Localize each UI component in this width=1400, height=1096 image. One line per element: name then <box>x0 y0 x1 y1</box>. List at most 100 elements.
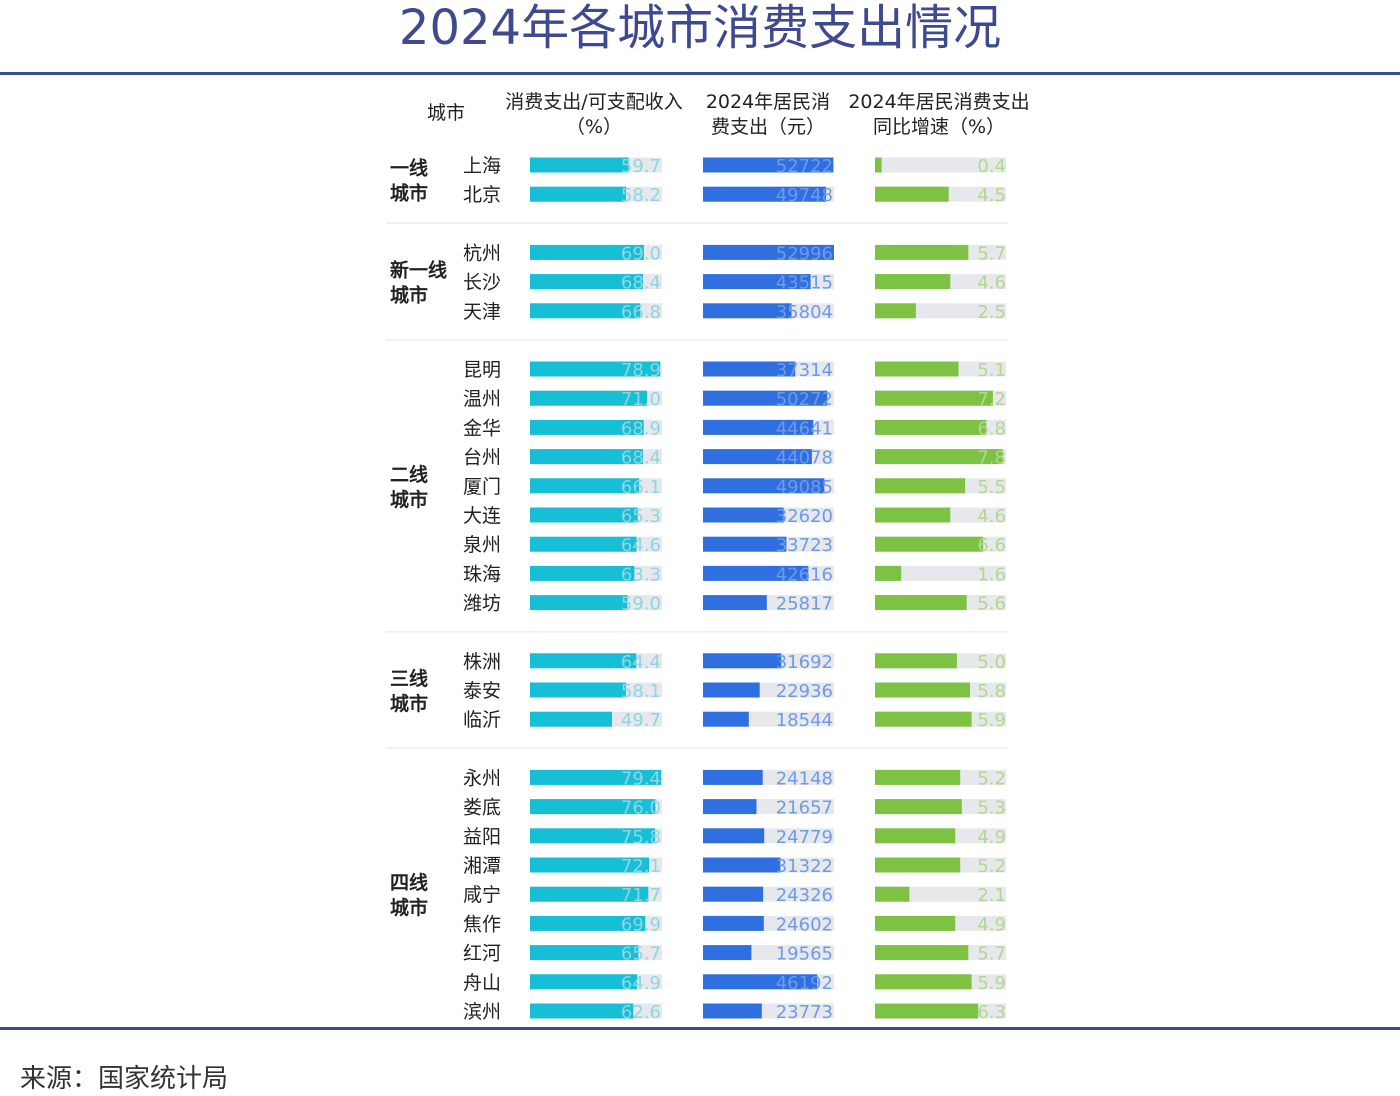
header-spending: 2024年居民消费支出（元） <box>698 90 838 140</box>
ratio-bar <box>530 945 639 961</box>
city-label: 大连 <box>463 505 501 527</box>
spending-bar <box>703 565 809 581</box>
spending-value-label: 22936 <box>776 681 833 702</box>
growth-value-label: 5.7 <box>977 243 1006 264</box>
tier-label: 四线城市 <box>390 871 428 919</box>
page-title: 2024年各城市消费支出情况 <box>398 0 1002 56</box>
spending-bar <box>703 303 792 319</box>
tier-label: 二线城市 <box>390 463 428 511</box>
spending-bar <box>703 244 834 260</box>
growth-bar <box>875 536 984 552</box>
city-label: 上海 <box>463 155 501 177</box>
spending-value-label: 44641 <box>776 418 833 439</box>
spending-bar <box>703 419 814 435</box>
header-spending-text: 2024年居民消费支出（元） <box>705 91 831 138</box>
spending-value-label: 44078 <box>776 448 833 469</box>
growth-value-label: 5.6 <box>977 594 1006 615</box>
spending-bar <box>703 945 752 961</box>
ratio-value-label: 76.0 <box>621 798 661 819</box>
growth-bar <box>875 419 987 435</box>
growth-bar <box>875 303 916 319</box>
growth-bar <box>875 186 949 202</box>
ratio-value-label: 78.9 <box>621 360 661 381</box>
city-label: 株洲 <box>463 651 501 673</box>
growth-value-label: 5.2 <box>977 856 1006 877</box>
ratio-value-label: 49.7 <box>621 710 661 731</box>
city-label: 昆明 <box>463 359 501 381</box>
spending-bar <box>703 536 787 552</box>
city-label: 娄底 <box>463 797 501 819</box>
ratio-bar <box>530 828 656 844</box>
city-label: 温州 <box>463 388 501 410</box>
growth-bar <box>875 857 961 873</box>
spending-value-label: 31692 <box>776 652 833 673</box>
ratio-value-label: 62.6 <box>621 1002 661 1023</box>
spending-value-label: 52722 <box>776 156 833 177</box>
spending-bar <box>703 915 764 931</box>
spending-value-label: 46192 <box>776 973 833 994</box>
ratio-bar <box>530 244 644 260</box>
growth-value-label: 5.9 <box>977 710 1006 731</box>
tier-label: 新一线城市 <box>390 259 447 307</box>
city-label: 长沙 <box>463 272 501 294</box>
ratio-bar <box>530 857 649 873</box>
ratio-bar <box>530 274 643 290</box>
growth-bar <box>875 711 972 727</box>
growth-bar <box>875 769 961 785</box>
ratio-bar <box>530 186 626 202</box>
growth-value-label: 5.9 <box>977 973 1006 994</box>
ratio-bar <box>530 1003 634 1019</box>
spending-value-label: 19565 <box>776 944 833 965</box>
spending-value-label: 31322 <box>776 856 833 877</box>
ratio-bar <box>530 419 644 435</box>
ratio-value-label: 66.8 <box>621 302 661 323</box>
city-label: 临沂 <box>463 709 501 731</box>
ratio-value-label: 64.9 <box>621 973 661 994</box>
ratio-bar <box>530 390 648 406</box>
ratio-value-label: 69.0 <box>621 243 661 264</box>
city-label: 咸宁 <box>463 884 501 906</box>
ratio-value-label: 63.3 <box>621 564 661 585</box>
tier-label: 三线城市 <box>390 667 428 715</box>
ratio-bar <box>530 361 661 377</box>
city-label: 潍坊 <box>463 593 501 615</box>
growth-value-label: 2.5 <box>977 302 1006 323</box>
ratio-value-label: 68.9 <box>621 418 661 439</box>
growth-value-label: 2.1 <box>977 885 1006 906</box>
growth-value-label: 5.7 <box>977 944 1006 965</box>
spending-value-label: 24326 <box>776 885 833 906</box>
growth-value-label: 5.3 <box>977 798 1006 819</box>
ratio-value-label: 64.4 <box>621 652 661 673</box>
ratio-value-label: 58.2 <box>621 185 661 206</box>
city-label: 泉州 <box>463 534 501 556</box>
growth-bar <box>875 449 1003 465</box>
ratio-bar <box>530 799 656 815</box>
header-city: 城市 <box>426 102 465 124</box>
ratio-value-label: 65.7 <box>621 944 661 965</box>
growth-bar <box>875 361 959 377</box>
ratio-value-label: 72.1 <box>621 856 661 877</box>
spending-bar <box>703 828 765 844</box>
growth-bar <box>875 478 966 494</box>
growth-bar <box>875 828 956 844</box>
city-label: 台州 <box>463 447 501 469</box>
header-ratio: 消费支出/可支配收入（%） <box>494 90 694 140</box>
growth-bar <box>875 653 957 669</box>
growth-value-label: 5.8 <box>977 681 1006 702</box>
ratio-bar <box>530 565 635 581</box>
growth-bar <box>875 1003 979 1019</box>
growth-bar-track <box>875 157 1006 173</box>
city-label: 厦门 <box>463 476 501 498</box>
city-label: 永州 <box>463 767 501 789</box>
ratio-value-label: 68.4 <box>621 273 661 294</box>
ratio-bar <box>530 303 641 319</box>
city-label: 焦作 <box>463 913 501 935</box>
growth-bar-track <box>875 565 1006 581</box>
spending-bar <box>703 769 763 785</box>
spending-bar <box>703 682 760 698</box>
spending-bar <box>703 157 834 173</box>
city-label: 杭州 <box>463 242 501 264</box>
spending-bar <box>703 711 749 727</box>
top-rule <box>0 72 1400 75</box>
